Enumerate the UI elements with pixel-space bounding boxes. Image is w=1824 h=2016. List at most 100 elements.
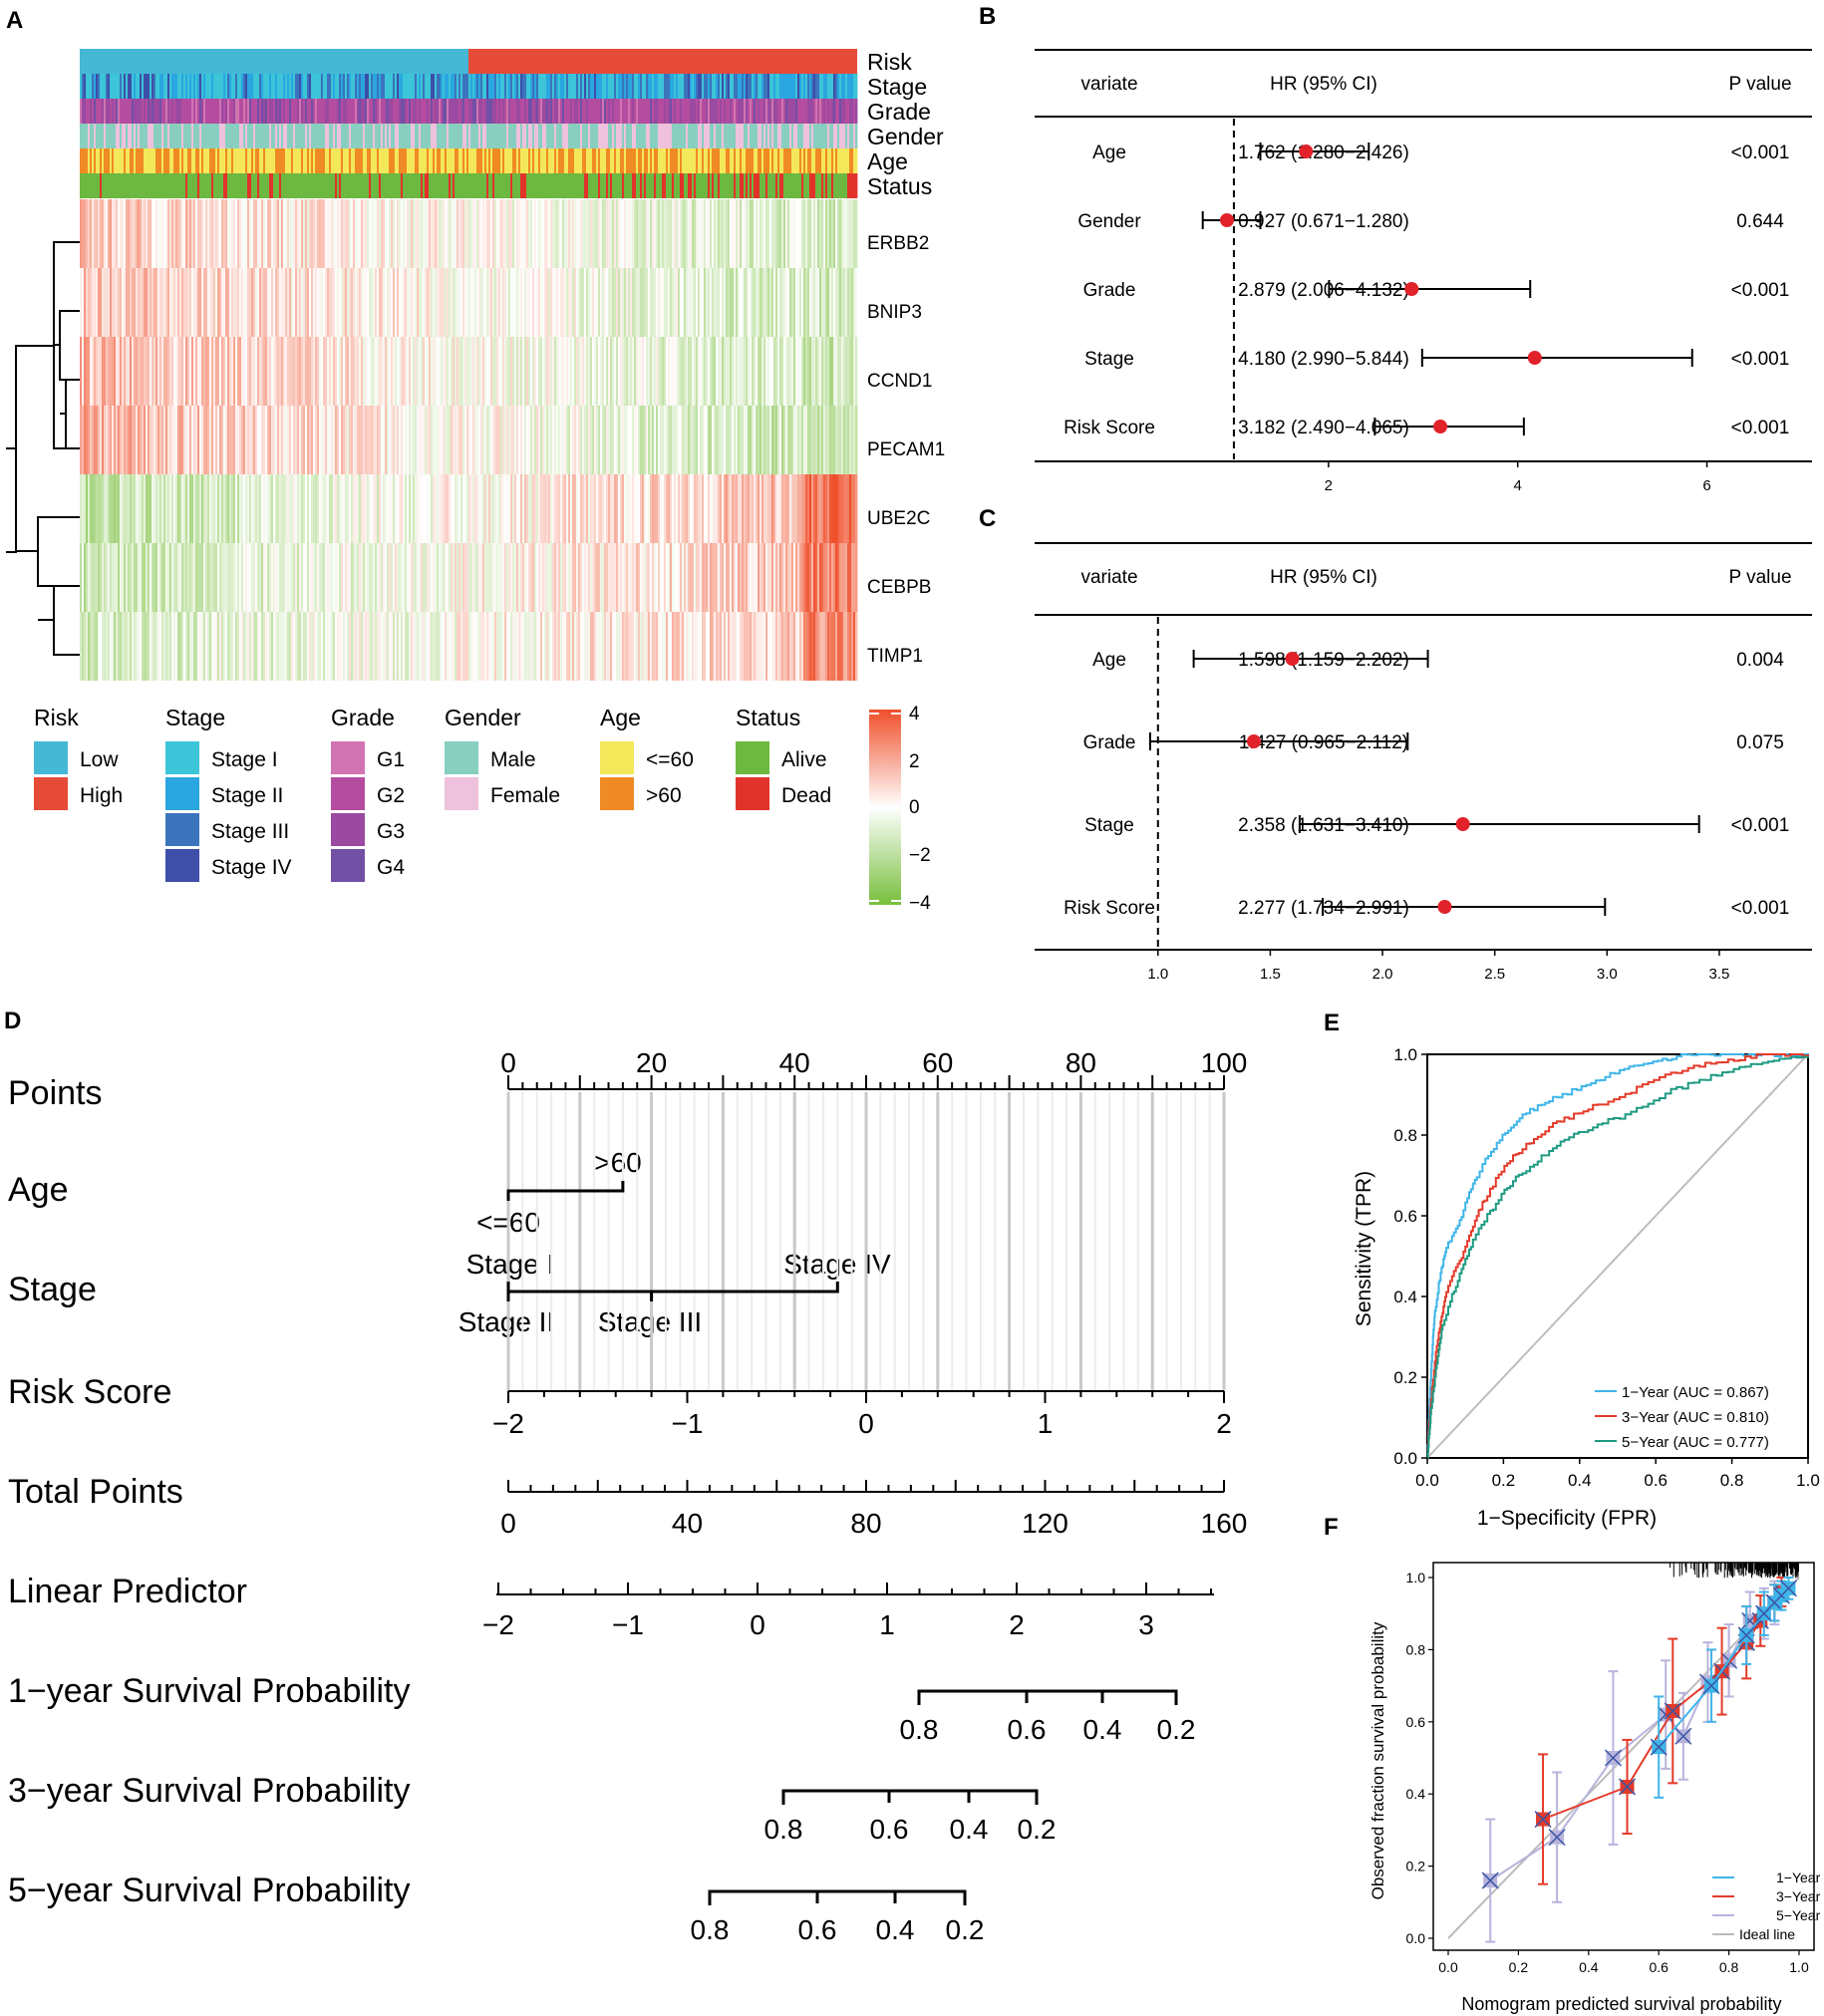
track-cell <box>496 173 499 198</box>
track-cell <box>267 124 270 148</box>
track-cell <box>566 173 569 198</box>
heatmap-cell <box>510 337 513 406</box>
heatmap-cell <box>189 474 192 543</box>
heatmap-cell <box>660 406 663 474</box>
track-cell <box>221 74 224 99</box>
track-cell <box>750 173 753 198</box>
heatmap-cell <box>843 199 846 268</box>
heatmap-cell <box>157 543 160 612</box>
track-cell <box>132 173 135 198</box>
track-cell <box>329 124 332 148</box>
track-cell <box>341 173 344 198</box>
heatmap-cell <box>251 612 254 681</box>
heatmap-cell <box>293 612 296 681</box>
track-cell <box>183 173 186 198</box>
heatmap-cell <box>451 543 454 612</box>
track-cell <box>331 124 334 148</box>
track-cell <box>263 99 266 124</box>
nomogram-level: Stage I <box>466 1249 555 1280</box>
heatmap-cell <box>351 474 354 543</box>
heatmap-cell <box>809 406 812 474</box>
heatmap-cell <box>205 199 208 268</box>
track-cell <box>604 148 607 173</box>
track-cell <box>760 173 762 198</box>
heatmap-cell <box>835 268 838 337</box>
track-cell <box>159 148 162 173</box>
heatmap-cell <box>590 612 593 681</box>
hr-point <box>1437 900 1452 914</box>
track-cell <box>303 148 306 173</box>
heatmap-cell <box>558 543 561 612</box>
heatmap-cell <box>287 612 290 681</box>
track-cell <box>736 74 739 99</box>
track-cell <box>638 124 641 148</box>
heatmap-cell <box>281 543 284 612</box>
heatmap-cell <box>427 337 430 406</box>
track-cell <box>734 148 737 173</box>
heatmap-cell <box>80 543 83 612</box>
heatmap-cell <box>243 612 246 681</box>
track-cell <box>580 124 583 148</box>
heatmap-cell <box>267 406 270 474</box>
heatmap-cell <box>251 543 254 612</box>
heatmap-cell <box>213 474 216 543</box>
heatmap-cell <box>199 268 202 337</box>
track-cell <box>552 99 555 124</box>
track-cell <box>552 124 555 148</box>
track-cell <box>500 99 503 124</box>
heatmap-cell <box>630 612 633 681</box>
heatmap-cell <box>793 199 796 268</box>
heatmap-cell <box>638 474 641 543</box>
heatmap-cell <box>514 199 517 268</box>
heatmap-cell <box>831 199 834 268</box>
track-cell <box>765 124 768 148</box>
heatmap-cell <box>512 474 515 543</box>
heatmap-cell <box>558 474 561 543</box>
track-cell <box>395 99 398 124</box>
heatmap-cell <box>295 543 298 612</box>
track-cell <box>203 74 206 99</box>
heatmap-cell <box>291 406 294 474</box>
heatmap-cell <box>183 612 186 681</box>
track-cell <box>825 148 828 173</box>
heatmap-cell <box>221 406 224 474</box>
track-cell <box>215 173 218 198</box>
heatmap-cell <box>712 406 715 474</box>
heatmap-cell <box>227 199 230 268</box>
heatmap-cell <box>650 199 653 268</box>
legend-title: Risk <box>34 705 79 730</box>
track-cell <box>845 74 848 99</box>
track-cell <box>526 74 529 99</box>
heatmap-cell <box>261 474 264 543</box>
heatmap-cell <box>819 543 822 612</box>
heatmap-cell <box>564 199 567 268</box>
heatmap-cell <box>219 543 222 612</box>
heatmap-cell <box>726 474 729 543</box>
heatmap-cell <box>171 612 174 681</box>
heatmap-cell <box>253 543 256 612</box>
heatmap-cell <box>851 268 854 337</box>
track-cell <box>225 124 228 148</box>
legend-label: Dead <box>781 784 831 807</box>
track-cell <box>716 124 719 148</box>
heatmap-cell <box>807 543 810 612</box>
heatmap-cell <box>558 612 561 681</box>
track-cell <box>285 173 288 198</box>
heatmap-cell <box>807 268 810 337</box>
track-cell <box>648 148 651 173</box>
heatmap-cell <box>710 474 713 543</box>
track-cell <box>522 74 525 99</box>
heatmap-cell <box>197 406 200 474</box>
track-cell <box>120 173 123 198</box>
heatmap-cell <box>666 268 669 337</box>
track-cell <box>267 148 270 173</box>
heatmap-row <box>80 406 858 474</box>
track-cell <box>269 148 272 173</box>
track-cell <box>644 124 647 148</box>
heatmap-cell <box>682 543 685 612</box>
heatmap-cell <box>590 337 593 406</box>
heatmap-cell <box>586 268 589 337</box>
heatmap-cell <box>584 337 587 406</box>
track-cell <box>265 124 268 148</box>
heatmap-cell <box>728 199 731 268</box>
